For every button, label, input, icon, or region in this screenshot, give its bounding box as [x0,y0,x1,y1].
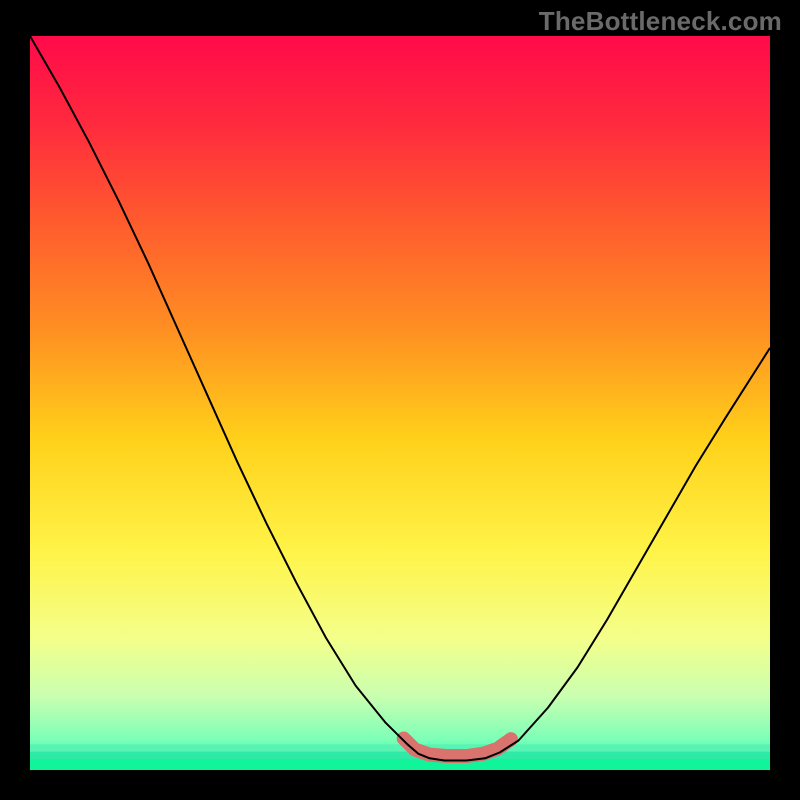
chart-svg [30,36,770,770]
plot-area [30,36,770,770]
bottom-color-bands [30,744,770,770]
gradient-background [30,36,770,770]
watermark-text: TheBottleneck.com [539,6,782,37]
chart-frame: TheBottleneck.com [0,0,800,800]
